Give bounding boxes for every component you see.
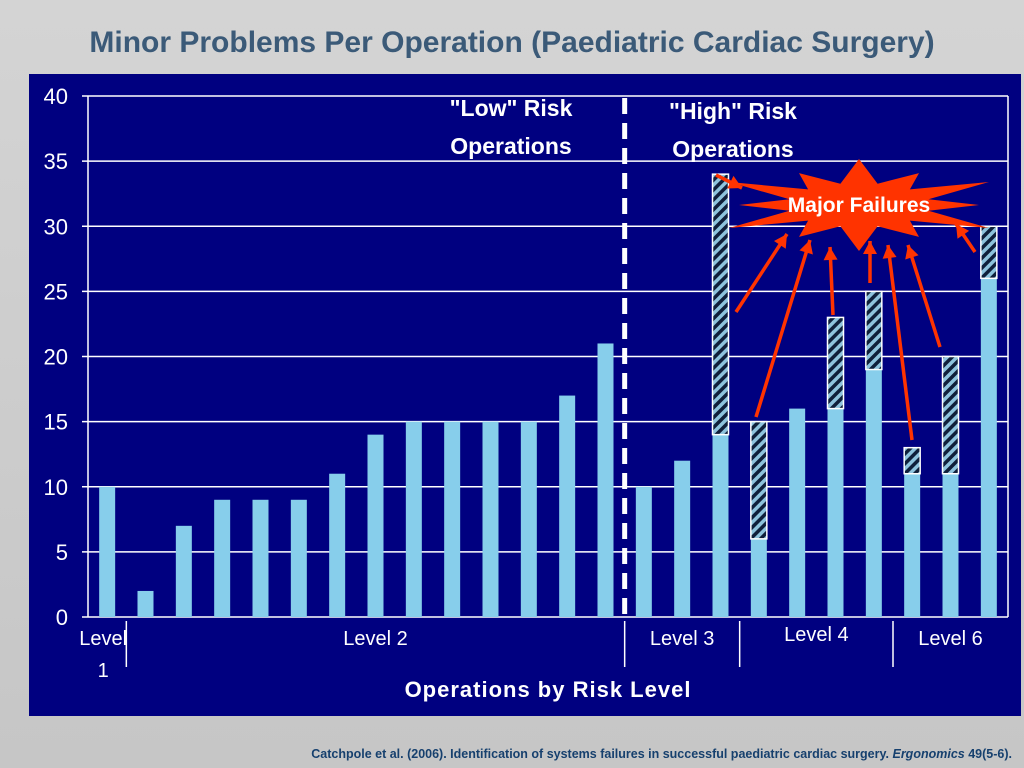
bar [789,408,806,617]
failure-arrow [886,244,914,441]
bar [865,369,882,617]
failure-arrow [754,239,812,418]
y-tick-label: 20 [44,345,68,370]
bar [942,473,959,617]
annotations: "Low" Risk Operations "High" Risk Operation… [450,95,989,614]
low-risk-label-line2: Operations [450,133,571,159]
y-tick-label: 5 [56,540,68,565]
bar [980,278,997,617]
failure-arrow-head [863,241,877,254]
major-failures-label: Major Failures [788,194,930,217]
gridlines [88,95,1008,553]
bar [712,434,729,617]
y-tick-label: 30 [44,214,68,239]
major-failure-segment [980,225,998,280]
high-risk-label: "High" Risk [669,98,797,124]
low-risk-label: "Low" Risk [450,95,573,121]
bar [444,421,461,617]
failure-arrow [906,244,942,348]
bar [175,525,192,617]
failure-arrow-head [956,224,970,239]
bar [827,408,844,617]
citation: Catchpole et al. (2006). Identification … [311,747,1012,761]
slide-title: Minor Problems Per Operation (Paediatric… [89,26,935,59]
bar [252,499,269,617]
group-label: Level 6 [918,628,983,650]
failure-arrow [734,233,789,313]
bar [290,499,307,617]
y-tick-label: 10 [44,475,68,500]
y-tick-label: 0 [56,605,68,630]
major-failure-segment [826,316,845,410]
bar [597,343,614,617]
failure-arrow-head [905,245,919,260]
bar [559,395,576,617]
y-tick-label: 25 [44,279,68,304]
group-label: Level 2 [343,628,408,650]
major-failure-segment [903,446,921,475]
group-label: Level [79,628,127,650]
failure-arrow-head [823,247,838,261]
group-label-line2: 1 [98,660,109,682]
bar [750,538,767,617]
axes: 0 5 10 15 20 25 30 35 40 Operations by Risk Level [44,84,1009,702]
major-failure-segment [941,355,960,475]
bars [99,173,998,617]
bar [674,460,691,617]
y-tick-label: 15 [44,410,68,435]
bar [329,473,346,617]
failure-arrow-head [799,240,813,255]
bar [367,434,384,617]
high-risk-label-line2: Operations [672,136,793,162]
bar [520,421,537,617]
group-label: Level 3 [650,628,715,650]
citation-issue: 49(5-6). [968,747,1012,761]
major-failures-burst [729,159,989,251]
y-tick-label: 40 [44,84,68,109]
citation-journal: Ergonomics [892,747,965,761]
bar [635,486,652,617]
y-tick-label: 35 [44,149,68,174]
group-label: Level 4 [784,624,849,646]
major-failure-segment [750,420,768,540]
bar [405,421,422,617]
major-failure-segment [711,173,730,436]
x-axis-title: Operations by Risk Level [405,677,692,702]
bar [904,473,921,617]
group-labels: Level 1 Level 2 Level 3 Level 4 Level 6 [79,621,983,682]
failure-arrow-head [727,175,742,189]
major-failure-segment [865,290,883,371]
bar [482,421,499,617]
failure-arrow-head [882,245,897,259]
bar [137,590,154,617]
failure-arrow-head [774,234,787,249]
bar [214,499,231,617]
bar [99,486,116,617]
citation-main: Catchpole et al. (2006). Identification … [311,747,889,761]
